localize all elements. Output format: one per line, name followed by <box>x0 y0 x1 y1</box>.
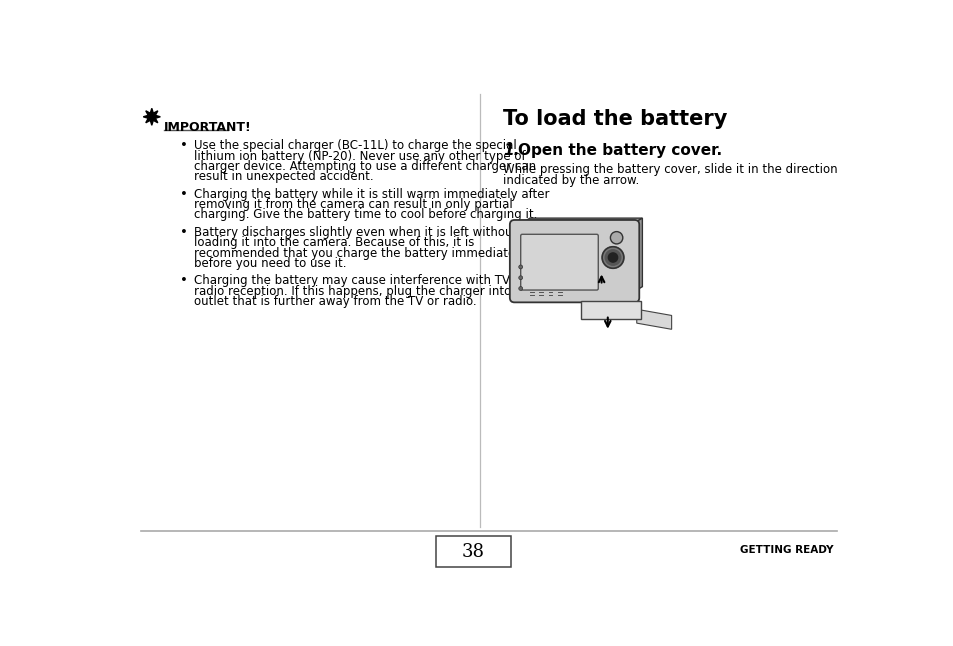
Text: Charging the battery may cause interference with TV and: Charging the battery may cause interfere… <box>193 275 535 287</box>
Text: before you need to use it.: before you need to use it. <box>193 257 346 270</box>
FancyBboxPatch shape <box>436 536 510 567</box>
Polygon shape <box>636 309 671 329</box>
Circle shape <box>608 253 617 262</box>
Text: Open the battery cover.: Open the battery cover. <box>517 143 721 158</box>
Text: indicated by the arrow.: indicated by the arrow. <box>502 174 639 187</box>
Text: outlet that is further away from the TV or radio.: outlet that is further away from the TV … <box>193 295 476 308</box>
Circle shape <box>518 265 522 269</box>
Text: Battery discharges slightly even when it is left without: Battery discharges slightly even when it… <box>193 225 517 239</box>
Text: charger device. Attempting to use a different charger can: charger device. Attempting to use a diff… <box>193 160 536 173</box>
Text: 1.: 1. <box>502 143 518 158</box>
Text: •: • <box>179 187 188 201</box>
Text: •: • <box>179 275 188 287</box>
Text: GETTING READY: GETTING READY <box>740 545 833 554</box>
Text: lithium ion battery (NP-20). Never use any other type of: lithium ion battery (NP-20). Never use a… <box>193 149 525 163</box>
Text: •: • <box>179 225 188 239</box>
FancyBboxPatch shape <box>509 220 639 302</box>
Text: To load the battery: To load the battery <box>502 109 726 129</box>
Polygon shape <box>631 218 641 293</box>
Text: •: • <box>179 139 188 152</box>
Circle shape <box>518 276 522 280</box>
Text: result in unexpected accident.: result in unexpected accident. <box>193 171 373 183</box>
Text: removing it from the camera can result in only partial: removing it from the camera can result i… <box>193 198 512 211</box>
Circle shape <box>518 287 522 291</box>
Polygon shape <box>143 109 160 125</box>
Text: radio reception. If this happens, plug the charger into an: radio reception. If this happens, plug t… <box>193 285 529 298</box>
Text: loading it into the camera. Because of this, it is: loading it into the camera. Because of t… <box>193 236 474 249</box>
Text: Charging the battery while it is still warm immediately after: Charging the battery while it is still w… <box>193 187 549 201</box>
Text: Use the special charger (BC-11L) to charge the special: Use the special charger (BC-11L) to char… <box>193 139 516 152</box>
Circle shape <box>604 250 620 266</box>
Text: charging. Give the battery time to cool before charging it.: charging. Give the battery time to cool … <box>193 209 537 222</box>
FancyBboxPatch shape <box>520 234 598 290</box>
Text: recommended that you charge the battery immediately: recommended that you charge the battery … <box>193 247 525 260</box>
FancyBboxPatch shape <box>580 301 640 319</box>
Circle shape <box>601 247 623 268</box>
Circle shape <box>610 232 622 244</box>
Text: 38: 38 <box>461 543 484 561</box>
Text: IMPORTANT!: IMPORTANT! <box>164 121 252 134</box>
Polygon shape <box>518 218 641 225</box>
Text: While pressing the battery cover, slide it in the direction: While pressing the battery cover, slide … <box>502 163 837 176</box>
